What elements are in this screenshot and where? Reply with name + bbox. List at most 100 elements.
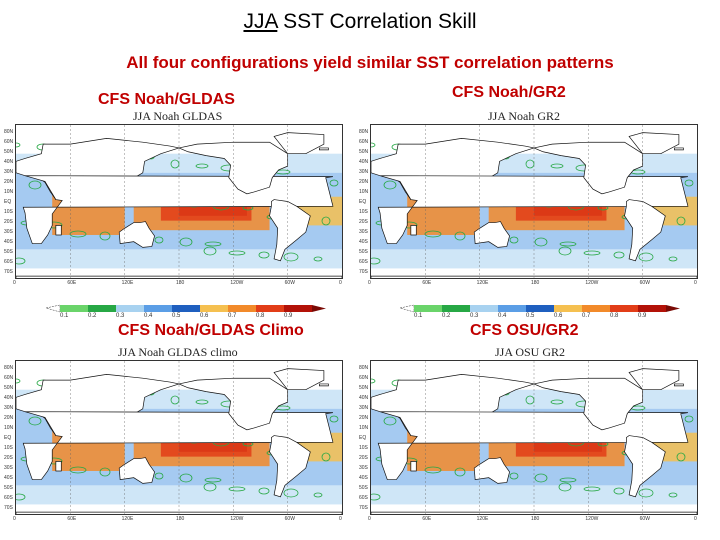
colorbar-swatch — [144, 305, 172, 312]
panel-label-noah-gldas-climo: CFS Noah/GLDAS Climo — [118, 322, 304, 339]
lon-label: 180 — [176, 280, 185, 286]
lat-label: 70S — [359, 269, 368, 275]
lon-label: 60E — [67, 280, 77, 286]
lon-label: 60W — [284, 516, 295, 522]
contour-ring — [383, 416, 397, 426]
contour-ring — [550, 399, 564, 405]
colorbar-swatch — [498, 305, 526, 312]
land-outline — [377, 411, 689, 480]
lat-label: 10S — [4, 445, 13, 451]
contour-ring — [329, 179, 339, 187]
lat-label: EQ — [359, 435, 367, 441]
land-outline — [473, 221, 510, 248]
lon-label: 120E — [476, 280, 489, 286]
land-outline — [674, 147, 684, 151]
colorbar-swatch — [172, 305, 200, 312]
lon-label: 0 — [339, 280, 342, 286]
colorbar-right: 0.1 0.2 0.3 0.4 0.5 0.6 0.7 0.8 0.9 — [399, 303, 682, 321]
lat-label: 10N — [4, 189, 14, 195]
land-outline — [674, 383, 684, 387]
colorbar-tick-label: 0.4 — [144, 313, 153, 319]
lat-label: 60N — [4, 375, 14, 381]
land-outline — [273, 368, 325, 391]
colorbar-tick-label: 0.7 — [582, 313, 591, 319]
contour-ring — [534, 473, 548, 483]
lat-label: 60N — [4, 139, 14, 145]
lat-label: 60N — [359, 375, 369, 381]
contour-ring — [283, 488, 299, 498]
contour-ring — [154, 236, 164, 244]
colorbar-tick-label: 0.6 — [200, 313, 209, 319]
lat-label: 80N — [4, 129, 14, 135]
lat-label: 40S — [359, 475, 368, 481]
slide-subtitle: All four configurations yield similar SS… — [126, 53, 614, 72]
contour-ring — [550, 163, 564, 169]
title-text: SST Correlation Skill — [283, 10, 477, 33]
lon-label: 120W — [230, 516, 244, 522]
contour-ring — [559, 241, 577, 247]
lat-label: EQ — [4, 435, 12, 441]
lat-label: 60S — [359, 495, 368, 501]
colorbar-tick-label: 0.6 — [554, 313, 563, 319]
contour-ring — [170, 395, 180, 405]
lat-label: 50N — [359, 385, 369, 391]
lon-label: 60E — [67, 516, 77, 522]
lat-label: 20N — [359, 415, 369, 421]
lon-label: 60E — [422, 516, 432, 522]
colorbar-tick-label: 0.4 — [498, 313, 507, 319]
colorbar-swatch — [582, 305, 610, 312]
contour-ring — [258, 487, 270, 495]
panel-label-osu-gr2: CFS OSU/GR2 — [470, 322, 579, 339]
colorbar-high-arrow — [312, 305, 326, 312]
colorbar-tick-label: 0.2 — [88, 313, 97, 319]
contour-ring — [258, 251, 270, 259]
land-outline — [118, 457, 155, 484]
contour-ring — [170, 159, 180, 169]
lon-label: 120E — [121, 516, 134, 522]
colorbar-low-arrow — [399, 304, 415, 313]
colorbar-tick-label: 0.1 — [414, 313, 423, 319]
contour-ring — [559, 477, 577, 483]
land-outline — [22, 411, 334, 480]
contour-ring — [203, 482, 217, 492]
lat-label: 30N — [4, 405, 14, 411]
land-outline — [22, 175, 334, 244]
lat-label: 60S — [4, 495, 13, 501]
contour-ring — [99, 231, 111, 241]
lat-label: 20N — [359, 179, 369, 185]
contour-ring — [69, 466, 87, 474]
land-outline — [628, 368, 680, 391]
colorbar-tick-label: 0.7 — [228, 313, 237, 319]
title-season: JJA — [243, 10, 278, 33]
lat-label: 50S — [359, 249, 368, 255]
colorbar-swatch — [284, 305, 312, 312]
plot-title-osu-gr2: JJA OSU GR2 — [495, 345, 566, 359]
lon-label: 0 — [13, 280, 16, 286]
contour-ring — [454, 231, 466, 241]
land-outline — [319, 147, 329, 151]
lat-label: 50N — [4, 385, 14, 391]
colorbar-left: 0.1 0.2 0.3 0.4 0.5 0.6 0.7 0.8 0.9 — [45, 303, 328, 321]
contour-ring — [203, 246, 217, 256]
lon-label: 0 — [368, 280, 371, 286]
land-outline — [410, 461, 417, 472]
contour-ring — [329, 415, 339, 423]
contour-ring — [454, 467, 466, 477]
lon-label: 120W — [585, 280, 599, 286]
colorbar-tick-label: 0.8 — [256, 313, 265, 319]
contour-ring — [28, 180, 42, 190]
colorbar-tick-label: 0.3 — [116, 313, 125, 319]
lat-label: 70S — [4, 269, 13, 275]
colorbar-tick-label: 0.9 — [284, 313, 293, 319]
lat-label: 80N — [359, 129, 369, 135]
lat-label: 70S — [359, 505, 368, 511]
colorbar-swatch — [554, 305, 582, 312]
colorbar-low-arrow — [45, 304, 61, 313]
land-outline — [473, 457, 510, 484]
lat-label: 10N — [359, 189, 369, 195]
lon-label: 0 — [339, 516, 342, 522]
contour-ring — [313, 492, 323, 498]
lat-label: 40S — [4, 239, 13, 245]
lat-label: 50S — [4, 249, 13, 255]
lat-label: 20N — [4, 415, 14, 421]
